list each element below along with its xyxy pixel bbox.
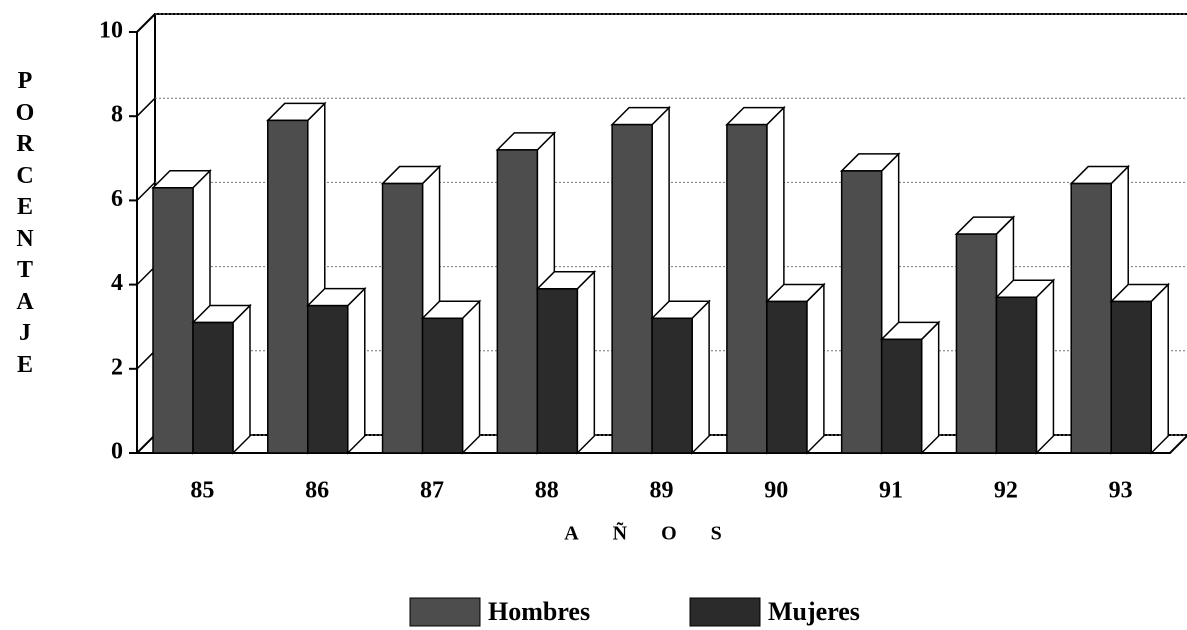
y-tick-label: 2 [111,354,123,380]
grid-line [136,350,156,370]
x-tick-label: 90 [764,478,788,504]
bar [995,296,1038,454]
x-axis-label: AÑOS [564,522,756,545]
x-tick-label: 88 [535,478,559,504]
bar [192,321,234,454]
bar-side [920,320,940,455]
y-tick-label: 8 [111,102,123,128]
grid-line [136,97,156,117]
bar [421,317,464,454]
bar-side [691,299,710,455]
bar [766,300,808,454]
bar-side [347,286,366,455]
bar [1070,182,1112,454]
grid-line [136,13,156,33]
x-tick-label: 93 [1109,478,1133,504]
bar-side [232,303,251,455]
bar [1110,300,1152,454]
bar-side [1150,282,1169,455]
grid-line [136,266,156,286]
x-tick-label: 92 [994,478,1018,504]
grid-line [136,434,156,454]
bar [840,170,883,454]
bar [267,119,309,454]
bar-side [461,299,481,455]
bar [307,304,349,454]
legend-swatch [689,597,761,627]
x-tick-label: 87 [420,478,444,504]
bar [496,149,539,454]
bar-side [1035,278,1055,455]
bar-side [806,282,825,455]
y-tick-label: 10 [99,18,123,44]
bar [955,233,998,454]
y-axis-label: PORCENTAJE [15,68,35,378]
y-tick-label: 6 [111,186,123,212]
bar [611,123,653,454]
y-tick-label: 4 [111,270,123,296]
x-tick-label: 85 [190,478,214,504]
x-tick-label: 91 [879,478,903,504]
legend-swatch [409,597,481,627]
bar [381,182,424,454]
bar [880,338,923,454]
legend-label: Mujeres [768,597,860,626]
legend-label: Hombres [488,597,590,626]
bar [651,317,693,454]
grid-line [136,181,156,201]
bar [152,187,194,454]
y-tick-label: 0 [111,439,123,465]
x-tick-label: 86 [305,478,329,504]
bar-side [576,269,596,455]
x-tick-label: 89 [650,478,674,504]
bar [536,288,579,454]
bar [726,123,768,454]
